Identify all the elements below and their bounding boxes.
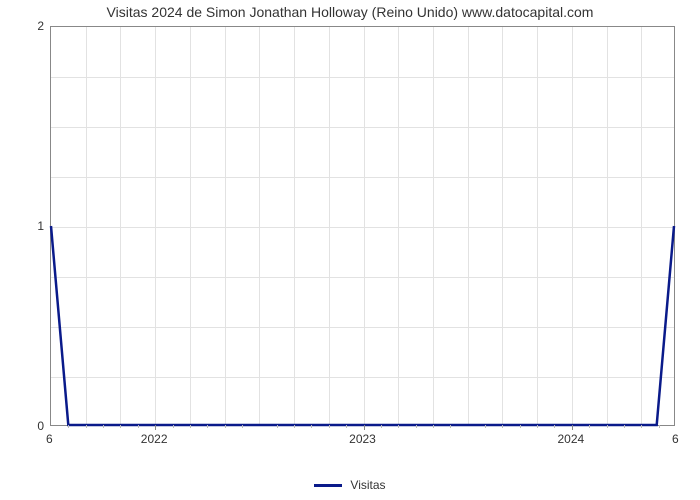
y-tick-label: 1 [4, 219, 44, 233]
x-tick-mark-minor [346, 425, 347, 428]
x-tick-mark-minor [416, 425, 417, 428]
x-tick-mark-minor [120, 425, 121, 428]
x-tick-mark-minor [329, 425, 330, 428]
x-tick-mark-minor [294, 425, 295, 428]
x-tick-mark-minor [225, 425, 226, 428]
x-axis-left-corner-label: 6 [46, 432, 53, 446]
x-tick-mark-minor [502, 425, 503, 428]
x-tick-mark-minor [433, 425, 434, 428]
x-tick-mark-minor [641, 425, 642, 428]
chart-container: Visitas 2024 de Simon Jonathan Holloway … [0, 0, 700, 500]
x-tick-mark-minor [277, 425, 278, 428]
x-tick-mark-minor [589, 425, 590, 428]
series-line-visitas [51, 226, 674, 425]
x-tick-mark-minor [103, 425, 104, 428]
x-tick-mark-minor [537, 425, 538, 428]
legend-label: Visitas [350, 478, 385, 492]
x-tick-mark-minor [607, 425, 608, 428]
plot-svg [51, 27, 674, 425]
legend: Visitas [0, 478, 700, 492]
x-tick-mark-minor [311, 425, 312, 428]
x-tick-label: 2024 [557, 432, 584, 446]
x-tick-mark-minor [68, 425, 69, 428]
x-tick-mark-minor [624, 425, 625, 428]
x-tick-mark-minor [398, 425, 399, 428]
chart-title: Visitas 2024 de Simon Jonathan Holloway … [0, 4, 700, 20]
y-tick-label: 2 [4, 19, 44, 33]
y-tick-label: 0 [4, 419, 44, 433]
x-tick-mark-minor [554, 425, 555, 428]
x-tick-mark-minor [207, 425, 208, 428]
x-tick-mark-minor [381, 425, 382, 428]
x-tick-mark-minor [242, 425, 243, 428]
x-tick-label: 2023 [349, 432, 376, 446]
x-tick-mark-major [155, 425, 156, 430]
x-tick-mark-minor [485, 425, 486, 428]
x-tick-label: 2022 [141, 432, 168, 446]
x-axis-right-corner-label: 6 [672, 432, 679, 446]
x-tick-mark-minor [173, 425, 174, 428]
plot-area [50, 26, 675, 426]
legend-swatch [314, 484, 342, 487]
x-tick-mark-minor [190, 425, 191, 428]
x-tick-mark-minor [659, 425, 660, 428]
x-tick-mark-major [572, 425, 573, 430]
x-tick-mark-minor [86, 425, 87, 428]
x-tick-mark-minor [138, 425, 139, 428]
x-tick-mark-minor [450, 425, 451, 428]
x-tick-mark-major [364, 425, 365, 430]
x-tick-mark-minor [520, 425, 521, 428]
